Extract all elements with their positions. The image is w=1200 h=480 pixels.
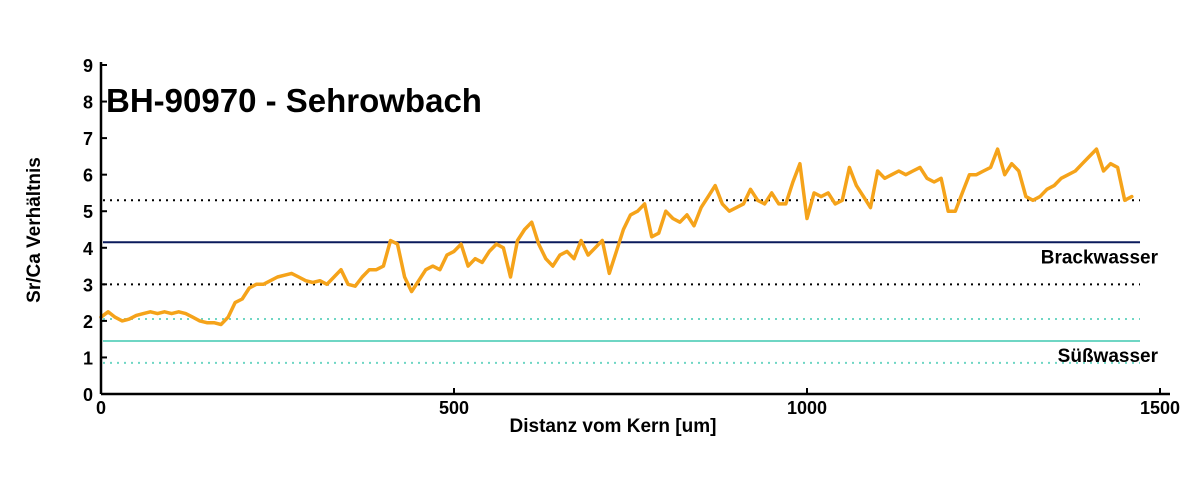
y-tick-label-6: 6 [83, 166, 93, 186]
y-axis-title: Sr/Ca Verhältnis [24, 157, 45, 303]
reference-label-1: Brackwasser [1041, 247, 1159, 268]
x-tick-label-500: 500 [439, 398, 469, 418]
ticks: 0 1 2 3 4 5 6 7 8 9 0 500 1000 1500 [83, 56, 1180, 418]
y-tick-label-2: 2 [83, 312, 93, 332]
y-tick-label-4: 4 [83, 239, 93, 259]
y-tick-label-1: 1 [83, 348, 93, 368]
y-tick-label-5: 5 [83, 202, 93, 222]
y-tick-label-3: 3 [83, 275, 93, 295]
reference-labels: Brackwasser Süßwasser [1041, 247, 1159, 367]
axes [99, 62, 1170, 396]
chart-title: BH-90970 - Sehrowbach [106, 82, 482, 119]
x-tick-label-1000: 1000 [787, 398, 827, 418]
y-tick-label-9: 9 [83, 56, 93, 76]
y-tick-label-7: 7 [83, 129, 93, 149]
series-line-0 [99, 147, 1134, 327]
y-tick-label-8: 8 [83, 93, 93, 113]
x-tick-label-0: 0 [96, 398, 106, 418]
y-tick-label-0: 0 [83, 385, 93, 405]
x-tick-label-1500: 1500 [1140, 398, 1180, 418]
x-axis-title: Distanz vom Kern [um] [510, 416, 717, 437]
series-layer [99, 147, 1134, 327]
reference-label-4: Süßwasser [1058, 346, 1159, 367]
reference-lines [103, 199, 1140, 364]
